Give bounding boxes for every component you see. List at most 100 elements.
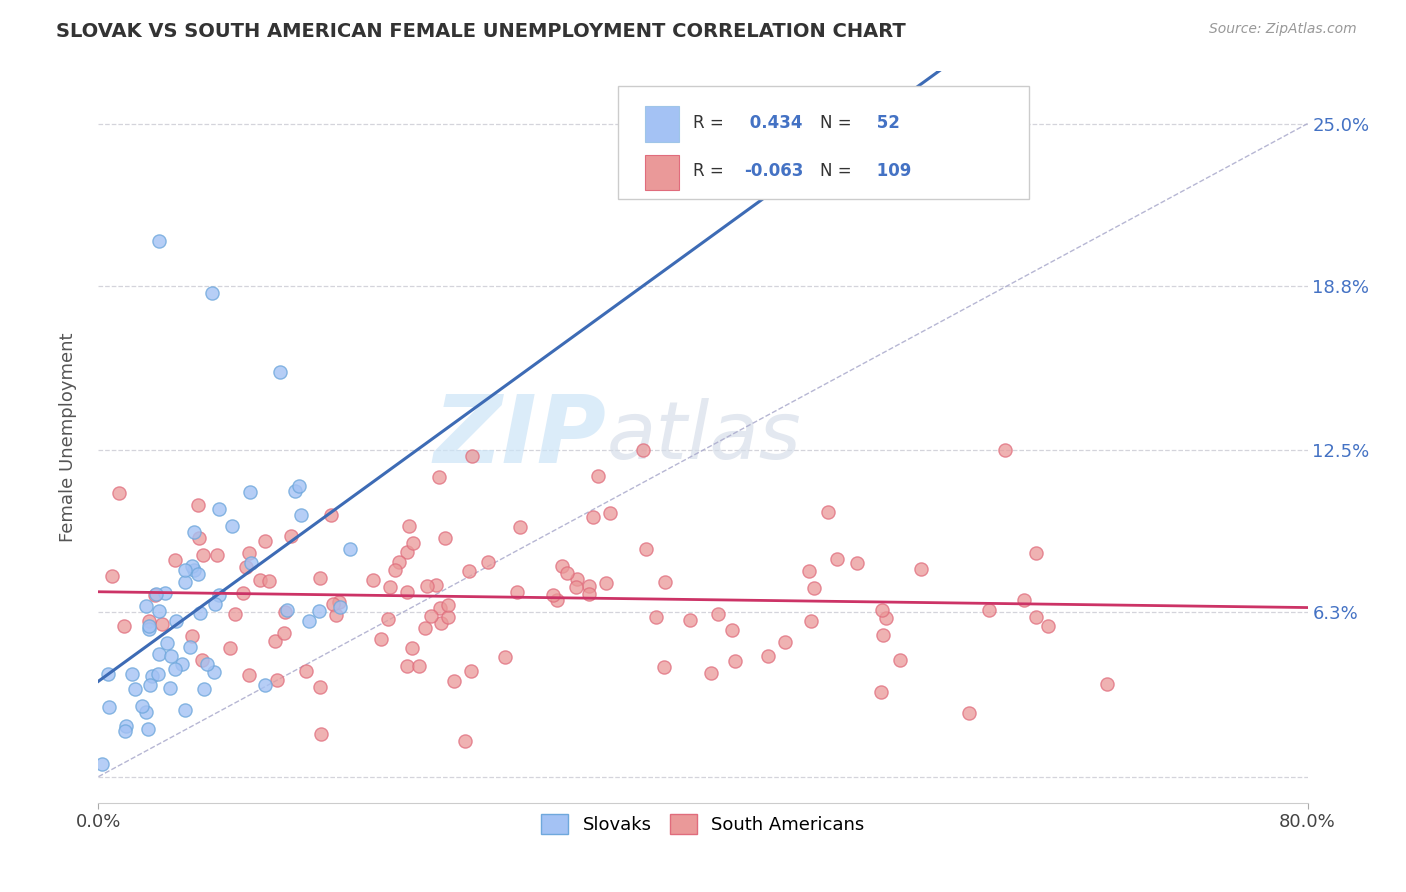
Text: N =: N =	[820, 162, 858, 180]
Point	[187, 498, 209, 512]
Point	[460, 664, 482, 678]
Point	[869, 685, 891, 699]
Point	[797, 564, 820, 578]
Point	[308, 604, 330, 618]
Point	[150, 616, 173, 631]
Point	[156, 636, 179, 650]
Point	[288, 479, 311, 493]
Point	[112, 619, 135, 633]
Point	[179, 640, 201, 654]
Point	[329, 599, 352, 614]
Point	[309, 727, 332, 741]
Point	[388, 555, 411, 569]
Bar	[645, 106, 679, 142]
Point	[707, 607, 730, 622]
Point	[208, 588, 231, 602]
Point	[395, 658, 418, 673]
Point	[378, 580, 401, 594]
Point	[121, 667, 143, 681]
Text: SLOVAK VS SOUTH AMERICAN FEMALE UNEMPLOYMENT CORRELATION CHART: SLOVAK VS SOUTH AMERICAN FEMALE UNEMPLOY…	[56, 22, 905, 41]
Point	[454, 734, 477, 748]
Point	[631, 443, 654, 458]
Point	[756, 648, 779, 663]
Point	[224, 607, 246, 622]
Point	[97, 700, 120, 714]
Point	[384, 563, 406, 577]
Point	[803, 581, 825, 595]
Point	[148, 647, 170, 661]
Point	[377, 612, 399, 626]
Point	[148, 604, 170, 618]
Text: ZIP: ZIP	[433, 391, 606, 483]
Point	[679, 613, 702, 627]
Point	[187, 566, 209, 581]
Point	[97, 666, 120, 681]
Point	[114, 719, 136, 733]
Point	[509, 519, 531, 533]
Point	[204, 597, 226, 611]
Point	[143, 588, 166, 602]
Point	[188, 606, 211, 620]
Point	[263, 634, 285, 648]
Point	[957, 706, 980, 720]
Point	[506, 585, 529, 599]
Point	[188, 532, 211, 546]
Point	[328, 595, 350, 609]
Point	[135, 706, 157, 720]
Point	[443, 674, 465, 689]
Point	[266, 673, 288, 687]
Point	[180, 558, 202, 573]
Point	[284, 484, 307, 499]
Point	[173, 563, 195, 577]
Point	[582, 509, 605, 524]
Point	[253, 533, 276, 548]
Point	[977, 603, 1000, 617]
Point	[408, 659, 430, 673]
Point	[165, 614, 187, 628]
Point	[108, 485, 131, 500]
Point	[644, 610, 666, 624]
Point	[425, 578, 447, 592]
Point	[181, 629, 204, 643]
Point	[1025, 545, 1047, 559]
Point	[800, 614, 823, 628]
Point	[276, 603, 298, 617]
Point	[870, 603, 893, 617]
Point	[699, 666, 721, 681]
Point	[240, 556, 263, 570]
Point	[634, 542, 657, 557]
Point	[437, 610, 460, 624]
Point	[401, 641, 423, 656]
Point	[139, 678, 162, 692]
Point	[578, 587, 600, 601]
Point	[201, 286, 224, 301]
Point	[274, 606, 297, 620]
Point	[195, 657, 218, 671]
Text: N =: N =	[820, 113, 858, 132]
Point	[437, 598, 460, 612]
Point	[249, 573, 271, 587]
Point	[257, 574, 280, 588]
Point	[1012, 593, 1035, 607]
Text: -0.063: -0.063	[744, 162, 803, 180]
Point	[402, 536, 425, 550]
Point	[100, 569, 122, 583]
Point	[395, 585, 418, 599]
Point	[238, 545, 260, 559]
Point	[461, 450, 484, 464]
Text: R =: R =	[693, 113, 730, 132]
Point	[165, 662, 187, 676]
Point	[361, 573, 384, 587]
Point	[308, 571, 330, 585]
Point	[148, 234, 170, 248]
Point	[541, 588, 564, 602]
Point	[875, 611, 897, 625]
Point	[721, 624, 744, 638]
Point	[565, 580, 588, 594]
Point	[221, 519, 243, 533]
Point	[298, 614, 321, 628]
Point	[370, 632, 392, 646]
Point	[174, 703, 197, 717]
Point	[910, 562, 932, 576]
Point	[294, 664, 316, 678]
